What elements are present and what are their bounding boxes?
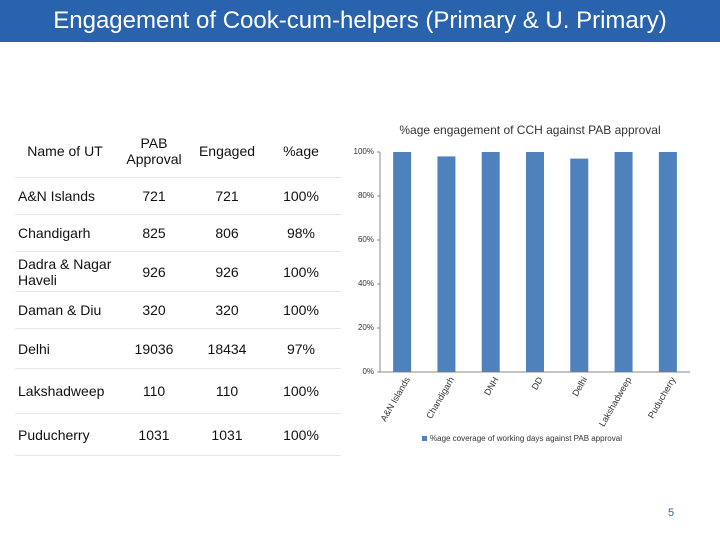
x-tick-label: Delhi [570, 375, 589, 398]
table-cell: Puducherry [15, 413, 115, 456]
table-cell: 110 [193, 368, 261, 414]
table-cell: 100% [261, 413, 341, 456]
table-cell: 100% [261, 368, 341, 414]
bar [570, 158, 589, 372]
table-cell: 1031 [115, 413, 193, 456]
table-cell: Dadra & Nagar Haveli [15, 251, 115, 292]
table-row: Delhi 19036 18434 97% [15, 328, 341, 369]
table-cell: 320 [115, 291, 193, 329]
x-tick-label: DNH [482, 375, 500, 397]
bar [393, 152, 412, 372]
y-tick-label: 100% [354, 147, 374, 156]
table-cell: 926 [193, 251, 261, 292]
x-tick-label: Chandigarh [424, 375, 456, 420]
data-table: Name of UT PAB Approval Engaged %age A&N Is… [15, 125, 341, 456]
table-body: A&N Islands 721 721 100% Chandigarh 825 806 98%… [15, 177, 341, 456]
table-row: Lakshadweep 110 110 100% [15, 368, 341, 414]
bar [658, 152, 677, 372]
header-cell: %age [261, 125, 341, 178]
table-row: Puducherry 1031 1031 100% [15, 413, 341, 456]
chart: %age engagement of CCH against PAB appro… [354, 123, 690, 443]
x-tick-label: Lakshadweep [597, 375, 633, 428]
header-cell: Name of UT [15, 125, 115, 178]
legend-swatch [422, 436, 427, 441]
table-cell: Chandigarh [15, 214, 115, 252]
y-tick-label: 20% [358, 323, 374, 332]
bar [526, 152, 544, 372]
header-cell: PAB Approval [115, 125, 193, 178]
table-cell: 98% [261, 214, 341, 252]
legend-label: %age coverage of working days against PA… [430, 434, 622, 443]
table-cell: 100% [261, 177, 341, 215]
table-cell: 1031 [193, 413, 261, 456]
slide-title: Engagement of Cook-cum-helpers (Primary … [0, 0, 720, 42]
table-cell: Delhi [15, 328, 115, 369]
bar [481, 152, 500, 372]
table-cell: 100% [261, 291, 341, 329]
bar [437, 156, 456, 372]
x-tick-label: Puducherry [646, 375, 678, 420]
x-tick-label: A&N Islands [379, 375, 413, 423]
table-row: Chandigarh 825 806 98% [15, 214, 341, 252]
y-tick-label: 0% [362, 367, 374, 376]
table-cell: A&N Islands [15, 177, 115, 215]
table-cell: 825 [115, 214, 193, 252]
table-cell: Daman & Diu [15, 291, 115, 329]
table-row: Daman & Diu 320 320 100% [15, 291, 341, 329]
bar [614, 152, 633, 372]
table-row: Dadra & Nagar Haveli 926 926 100% [15, 251, 341, 292]
table-cell: 18434 [193, 328, 261, 369]
table-cell: 806 [193, 214, 261, 252]
y-tick-label: 80% [358, 191, 374, 200]
header-cell: Engaged [193, 125, 261, 178]
y-tick-label: 40% [358, 279, 374, 288]
y-tick-label: 60% [358, 235, 374, 244]
page-number: 5 [668, 507, 675, 519]
table-cell: 926 [115, 251, 193, 292]
table-cell: 110 [115, 368, 193, 414]
chart-title: %age engagement of CCH against PAB appro… [399, 123, 660, 137]
table-cell: 320 [193, 291, 261, 329]
table-cell: 721 [193, 177, 261, 215]
table-header: Name of UT PAB Approval Engaged %age [15, 125, 341, 178]
table-cell: 19036 [115, 328, 193, 369]
table-row: A&N Islands 721 721 100% [15, 177, 341, 215]
table-cell: 97% [261, 328, 341, 369]
x-tick-label: DD [530, 375, 545, 392]
table-cell: 100% [261, 251, 341, 292]
table-cell: 721 [115, 177, 193, 215]
table-cell: Lakshadweep [15, 368, 115, 414]
